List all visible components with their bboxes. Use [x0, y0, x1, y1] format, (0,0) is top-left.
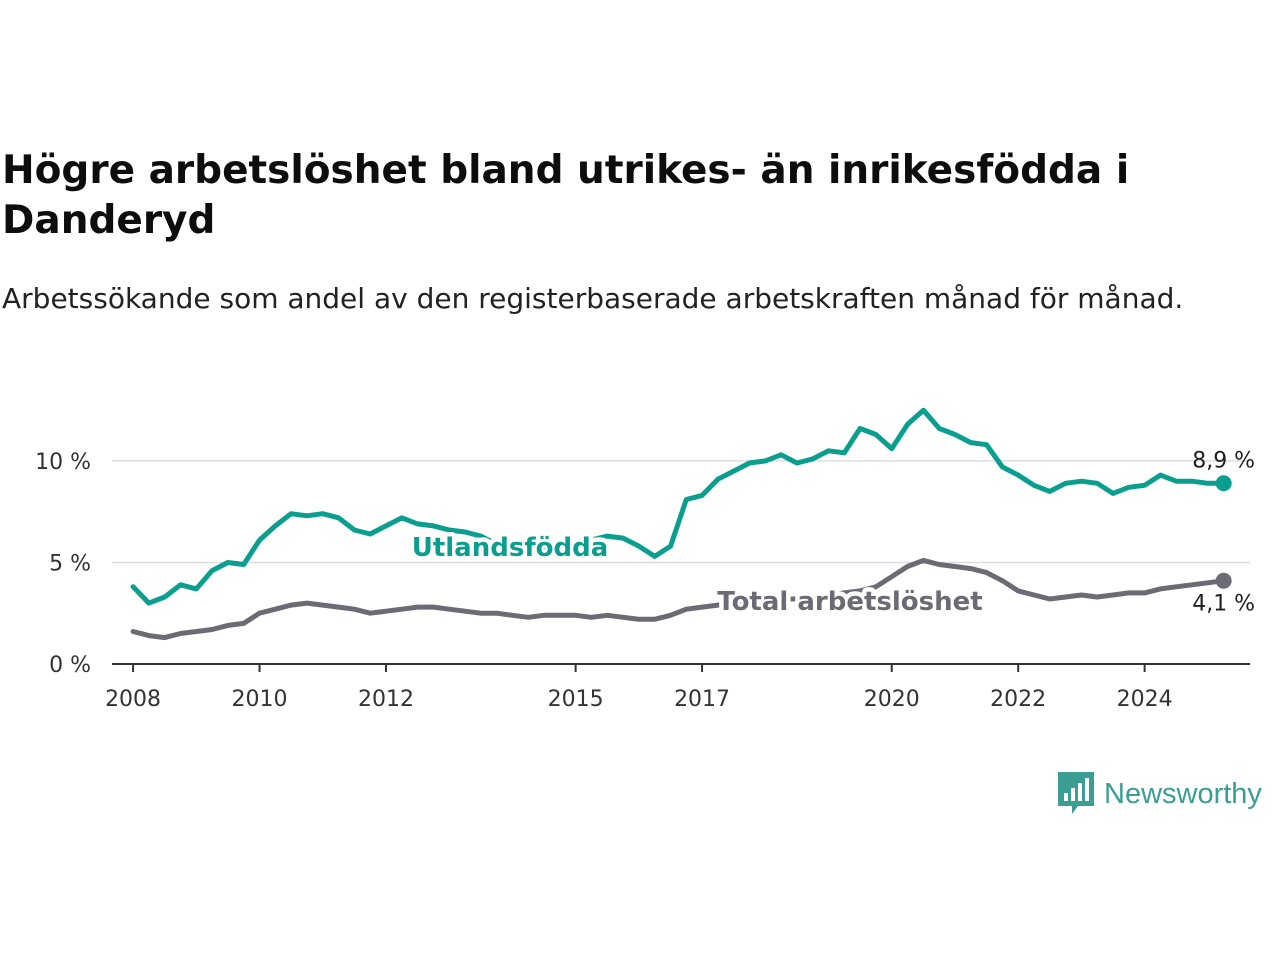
x-tick-label: 2012	[358, 687, 414, 712]
x-tick-label: 2015	[548, 687, 604, 712]
x-tick-label: 2008	[105, 687, 161, 712]
y-tick-label: 5 %	[49, 551, 91, 576]
x-tick-label: 2024	[1117, 687, 1173, 712]
end-value-label: 8,9 %	[1192, 448, 1255, 473]
series-end-point	[1215, 475, 1232, 492]
line-chart: 0 % 5 % 10 % 2008 2010 2012 2015 2017 2020 2022 20…	[35, 407, 1255, 712]
series-line-utlandsfodda	[130, 407, 1227, 606]
series-end-point	[1215, 572, 1232, 589]
labels: 8,9 % 4,1 % Utlandsfödda Total arbetslöshet	[407, 448, 1255, 621]
gridlines	[112, 460, 1250, 564]
x-tick-label: 2020	[864, 687, 920, 712]
x-tick-label: 2017	[674, 687, 730, 712]
series-line-total	[130, 557, 1227, 641]
y-tick-label: 0 %	[49, 653, 91, 678]
newsworthy-brand[interactable]: Newsworthy	[1058, 772, 1262, 816]
x-tick-label: 2010	[232, 687, 288, 712]
end-value-label: 4,1 %	[1192, 592, 1255, 617]
brand-name: Newsworthy	[1104, 777, 1262, 810]
series-name-label: Utlandsfödda	[412, 533, 609, 563]
series	[130, 407, 1232, 641]
y-tick-label: 10 %	[35, 450, 91, 475]
chart-subtitle: Arbetssökande som andel av den registerb…	[2, 282, 1184, 315]
x-tick-label: 2022	[990, 687, 1046, 712]
axes: 0 % 5 % 10 % 2008 2010 2012 2015 2017 2020 2022 20…	[35, 450, 1250, 712]
series-name-label: Total arbetslöshet	[717, 587, 982, 617]
chart-title: Högre arbetslöshet bland utrikes- än inr…	[2, 148, 1130, 243]
newsworthy-logo-icon	[1058, 772, 1094, 814]
